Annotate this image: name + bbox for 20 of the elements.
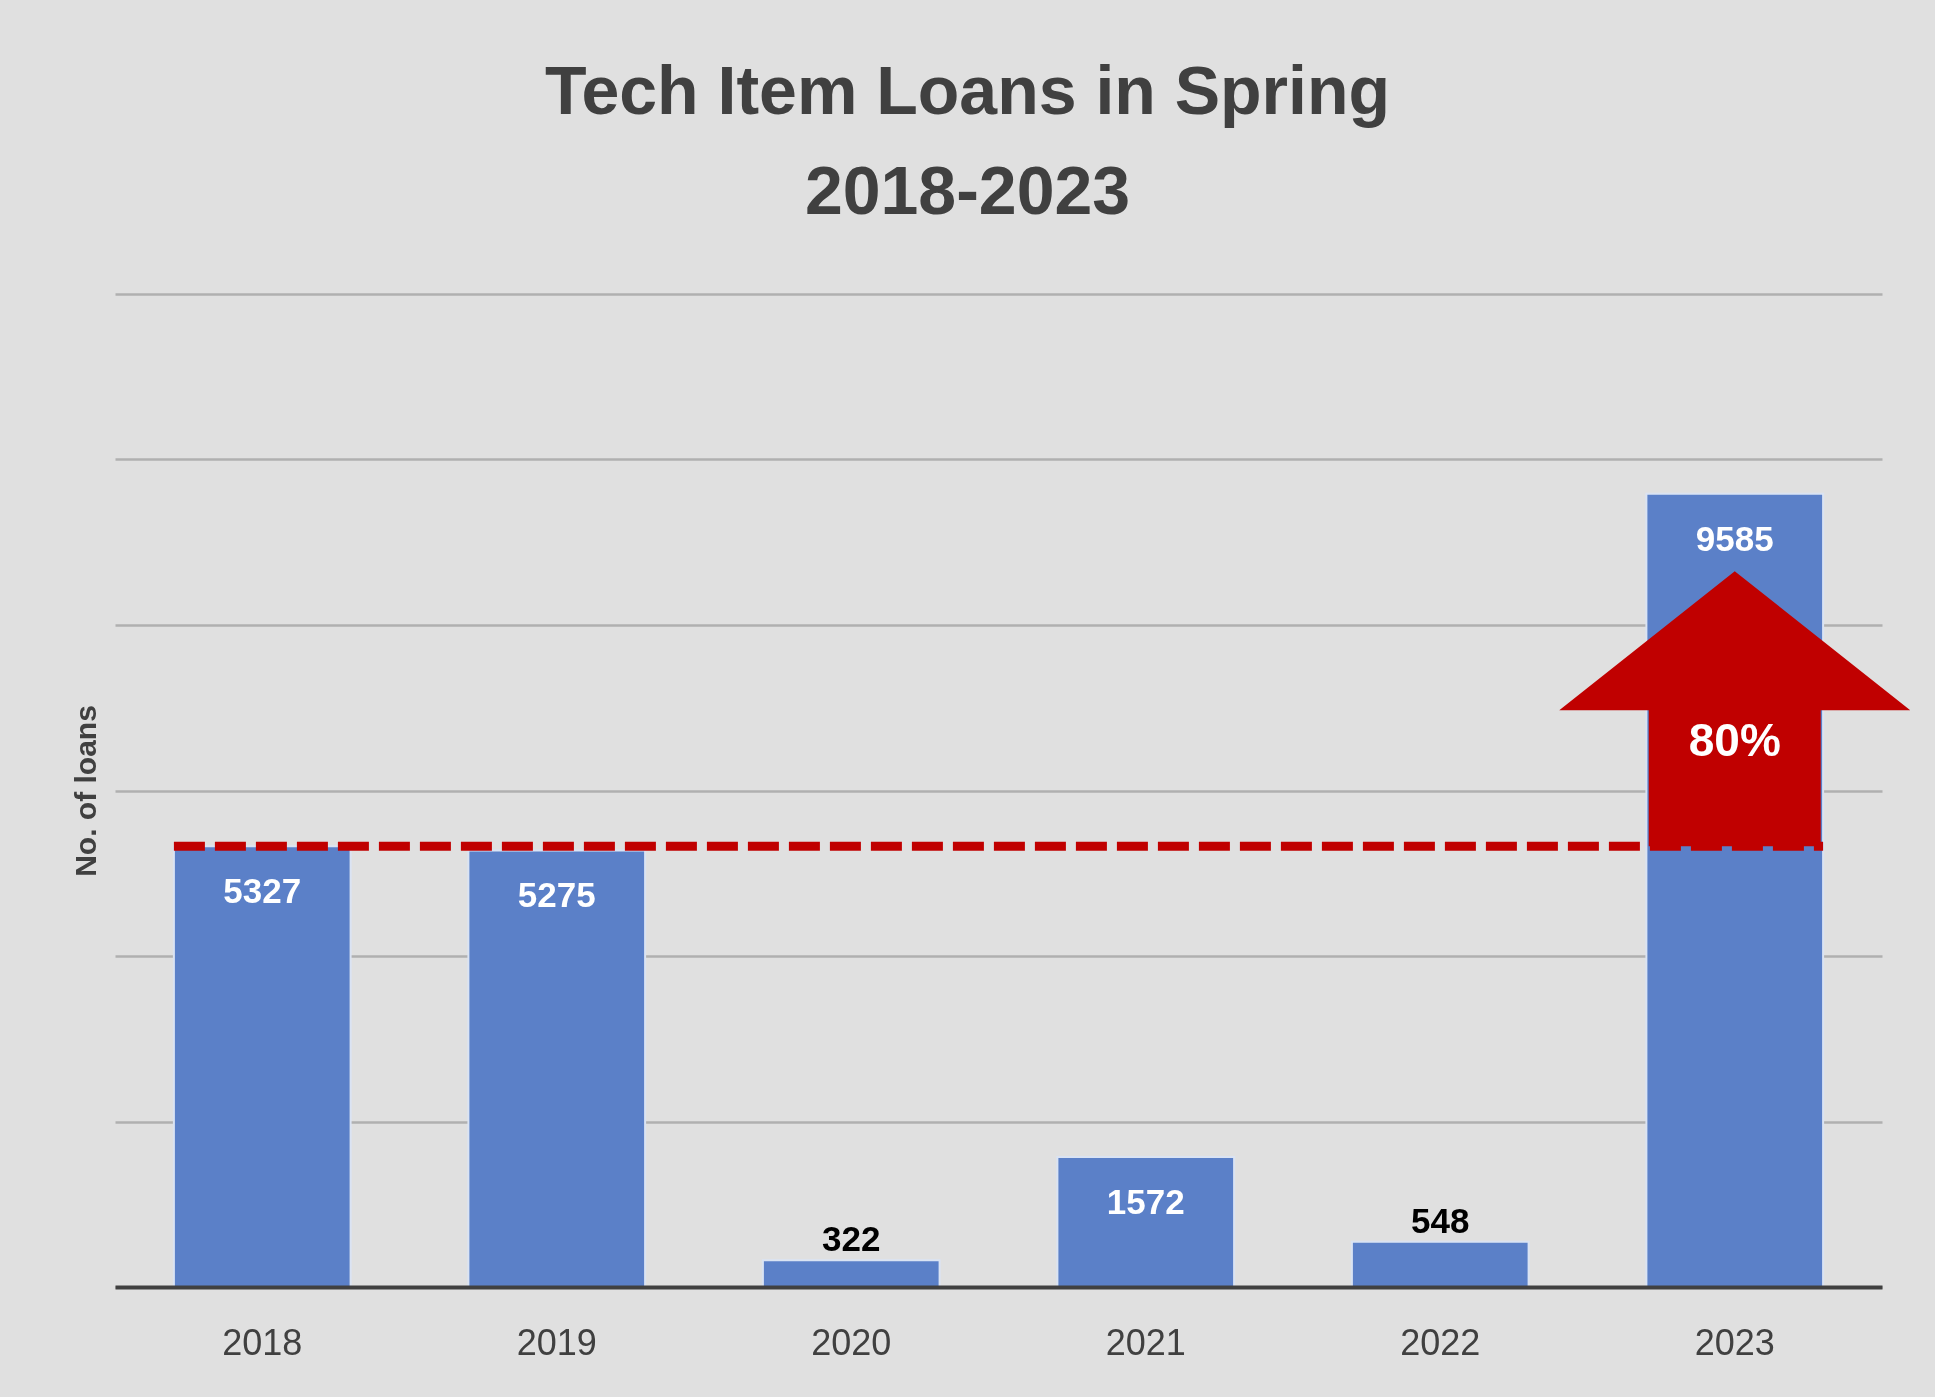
x-tick-label: 2019 xyxy=(516,1321,597,1363)
data-label: 5275 xyxy=(517,875,596,915)
bar xyxy=(172,845,352,1288)
data-label: 5327 xyxy=(223,871,302,911)
x-tick-label: 2018 xyxy=(222,1321,303,1363)
bar xyxy=(1350,1240,1530,1288)
y-axis-title: No. of loans xyxy=(68,705,102,877)
bar xyxy=(1056,1155,1236,1288)
x-tick-label: 2021 xyxy=(1105,1321,1186,1363)
data-label: 548 xyxy=(1411,1200,1470,1240)
bar xyxy=(467,849,647,1288)
x-tick-label: 2023 xyxy=(1694,1321,1775,1363)
chart-title: Tech Item Loans in Spring 2018-2023 xyxy=(544,52,1391,228)
data-label: 9585 xyxy=(1695,518,1774,558)
x-tick-label: 2022 xyxy=(1400,1321,1481,1363)
data-label: 1572 xyxy=(1106,1181,1185,1221)
x-tick-label: 2020 xyxy=(811,1321,892,1363)
data-label: 322 xyxy=(822,1219,881,1259)
bar xyxy=(761,1259,941,1288)
annotation: 80% xyxy=(1688,714,1781,767)
